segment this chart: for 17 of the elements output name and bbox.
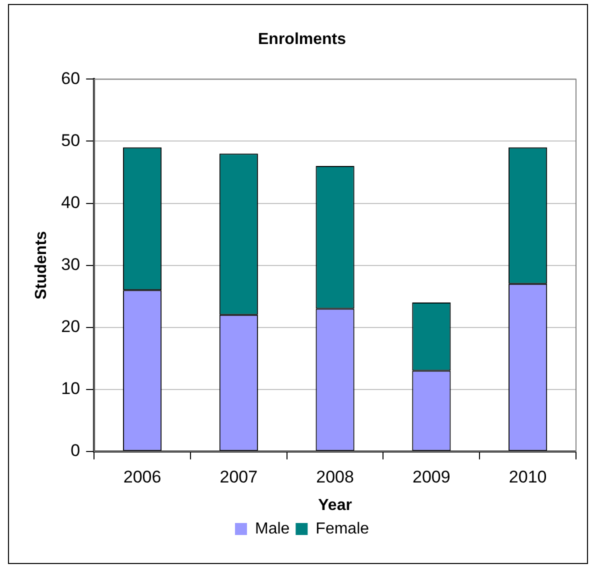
y-tick-label: 40: [61, 192, 80, 212]
y-tick-label: 60: [61, 68, 80, 88]
x-tick-label: 2009: [412, 467, 450, 486]
y-tick-label: 0: [70, 441, 80, 460]
x-tick-label: 2010: [508, 467, 547, 486]
legend-label: Male: [254, 520, 290, 538]
legend-label: Female: [316, 520, 370, 538]
y-tick-label: 20: [61, 317, 80, 336]
x-axis-title: Year: [318, 496, 352, 514]
y-axis-title: Students: [33, 230, 50, 300]
x-tick-label: 2007: [220, 467, 258, 486]
y-tick-label: 50: [61, 130, 80, 150]
x-tick-label: 2006: [123, 467, 162, 486]
x-tick-label: 2008: [316, 467, 354, 486]
chart-title: Enrolments: [258, 31, 346, 48]
y-tick-label: 10: [61, 379, 80, 398]
y-tick-label: 30: [61, 254, 80, 274]
